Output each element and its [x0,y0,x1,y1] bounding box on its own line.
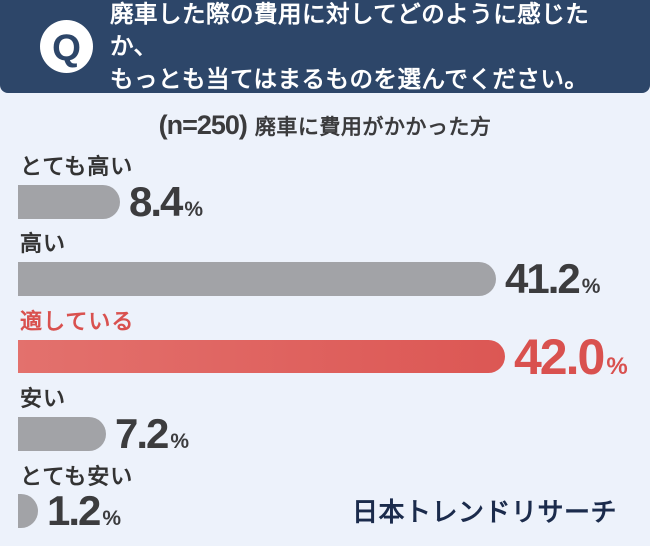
bar-row-expensive: 高い 41.2% [18,231,650,300]
sample-size: (n=250) [158,110,248,140]
question-line-1: 廃車した際の費用に対してどのように感じたか、 [110,0,590,60]
bar-very-expensive [18,184,120,219]
bar-row-appropriate: 適している 42.0% [18,308,650,382]
question-header: Q 廃車した際の費用に対してどのように感じたか、 もっとも当てはまるものを選んで… [0,0,650,93]
bar-expensive [18,262,496,297]
brand-logo: 日本トレンドリサーチ [351,497,617,527]
q-icon-letter: Q [52,27,81,68]
sample-description: 廃車に費用がかかった方 [254,116,492,139]
bar-chart: とても高い 8.4% 高い 41.2% 適している 42.0% 安い [0,154,650,535]
question-line-2: もっとも当てはまるものを選んでください。 [110,65,589,92]
bar-row-very-cheap: とても安い 1.2% [18,463,650,535]
category-label: とても高い [20,154,134,179]
value-label: 8.4% [129,177,204,225]
bar-appropriate-highlight [18,340,505,374]
value-label: 7.2% [115,410,190,458]
category-label: とても安い [20,463,134,489]
question-text: 廃車した際の費用に対してどのように感じたか、 もっとも当てはまるものを選んでくだ… [110,0,626,95]
bar-very-cheap [18,494,38,529]
value-label: 1.2% [47,487,122,535]
category-label: 安い [20,386,67,412]
sample-size-subtitle: (n=250) 廃車に費用がかかった方 [0,110,650,141]
category-label: 高い [20,231,67,257]
bar-row-very-expensive: とても高い 8.4% [18,154,650,222]
value-label: 41.2% [505,255,601,303]
value-label-highlight: 42.0% [514,328,628,385]
q-icon: Q [40,20,93,73]
category-label-highlight: 適している [20,308,135,334]
bar-cheap [18,417,106,452]
bar-row-cheap: 安い 7.2% [18,386,650,455]
